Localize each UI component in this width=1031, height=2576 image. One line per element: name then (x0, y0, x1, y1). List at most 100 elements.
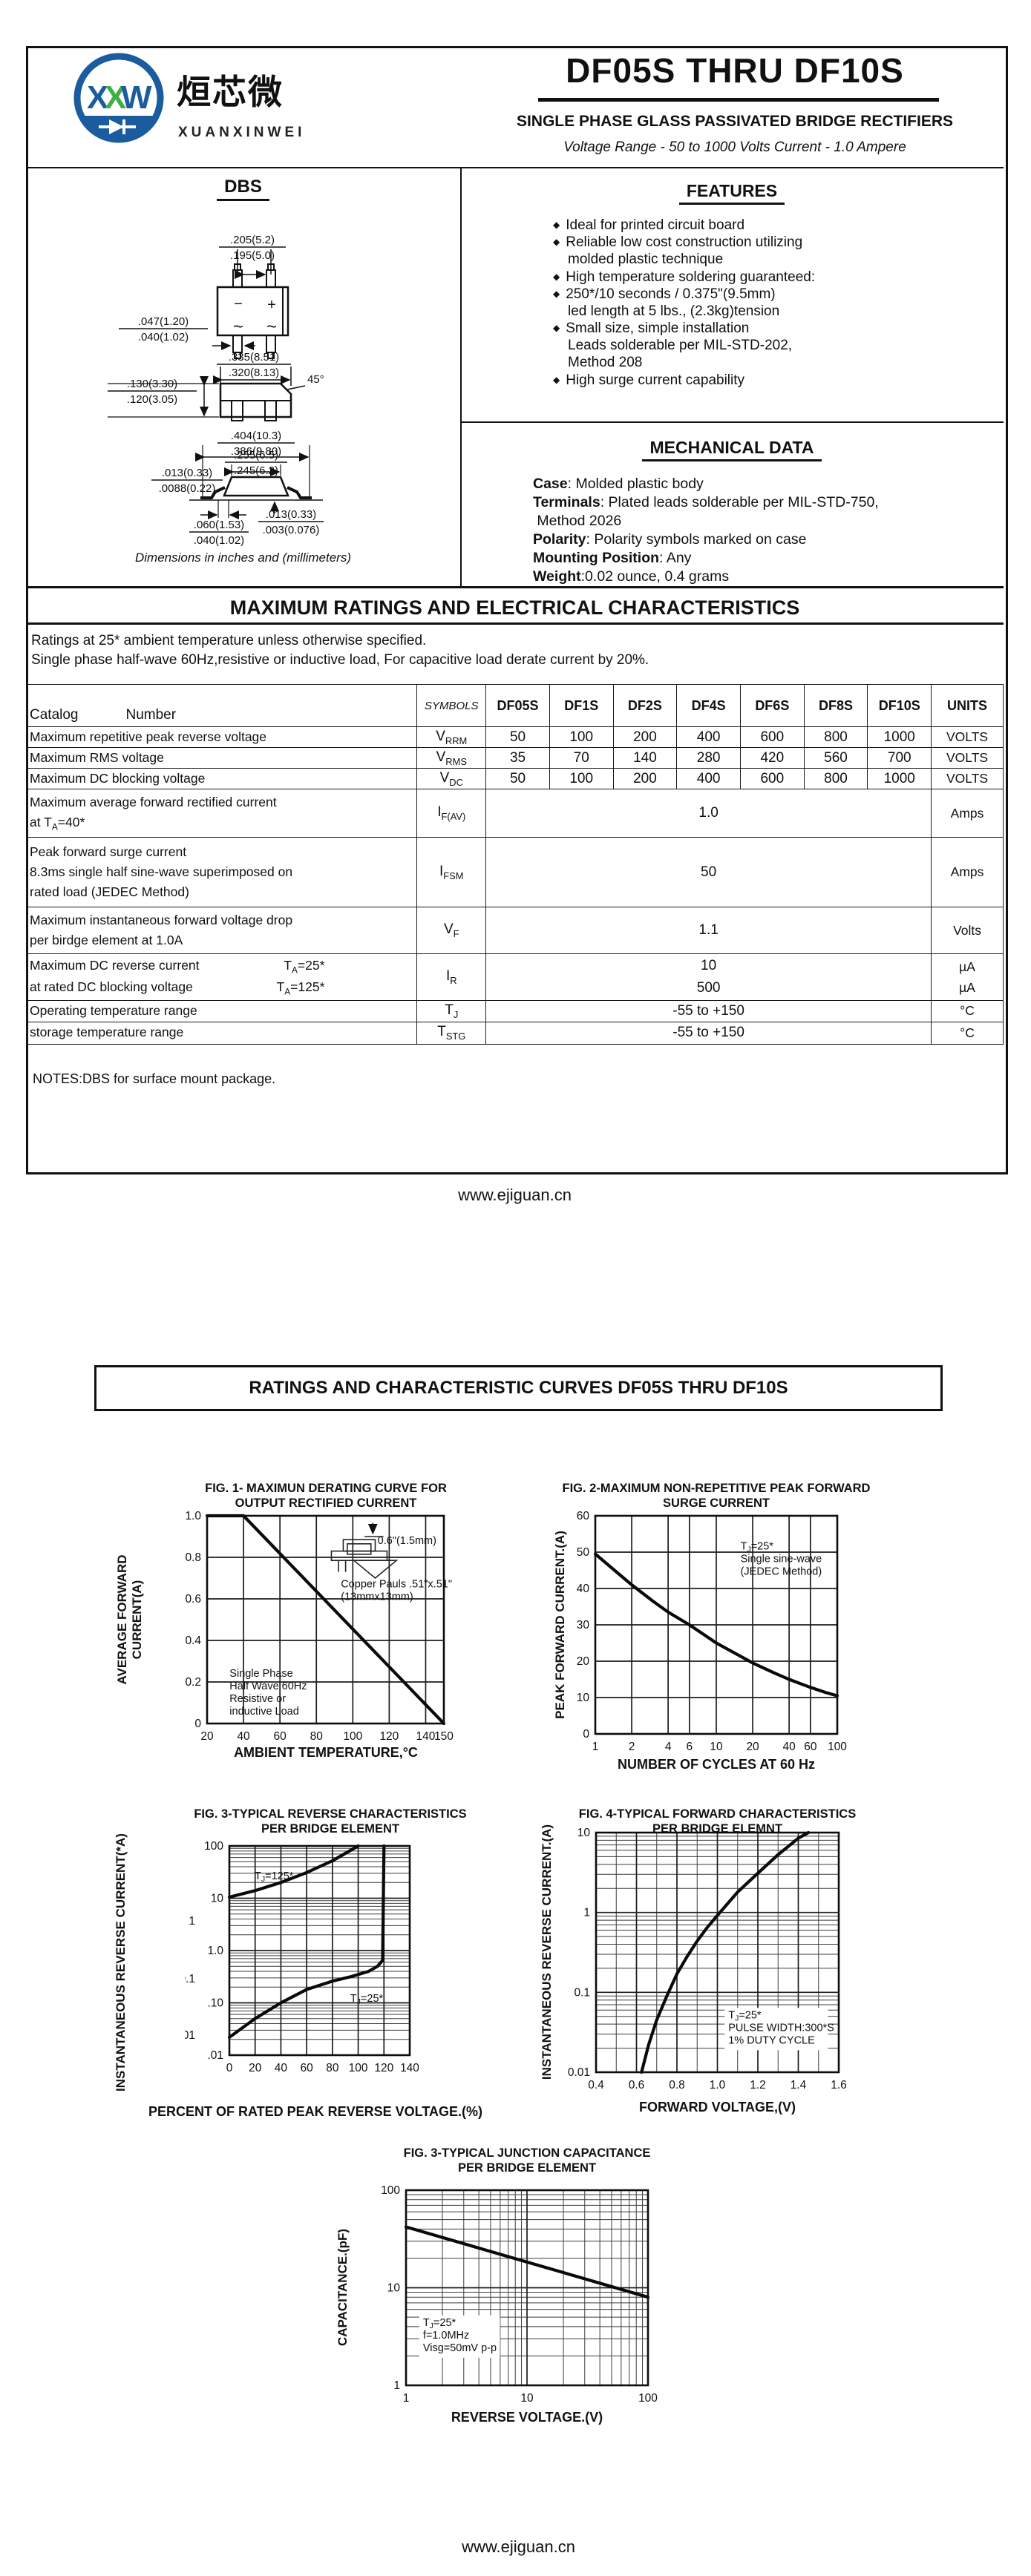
dim-label: .205(5.2) .195(5.0) (219, 234, 286, 262)
dimensions-note: Dimensions in inches and (millimeters) (135, 551, 351, 565)
table-header-row: Catalog Number SYMBOLS DF05S DF1S DF2S DF4S DF6… (25, 684, 1004, 727)
mechanical-value: : Polarity symbols marked on case (586, 530, 807, 548)
fig3-plot: TJ=125* TJ=25* 0 20 40 60 80 100 120 140 100 10 1.0.… (185, 1840, 419, 2074)
y-tick-label: 20 (577, 1655, 590, 1668)
feature-text: Small size, simple installation (566, 321, 750, 337)
svg-text:.120(3.05): .120(3.05) (127, 393, 177, 406)
fig5-ylabel: CAPACITANCE.(pF) (336, 2229, 350, 2347)
mechanical-row: Weight:0.02 ounce, 0.4 grams (533, 568, 993, 586)
y-tick-label: 0.01 (568, 2066, 590, 2079)
feature-text: High temperature soldering guaranteed: (566, 269, 816, 285)
symbol-cell: IR (416, 953, 487, 1002)
value-cell: 100 (549, 768, 614, 790)
part-number-header: DF4S (676, 684, 741, 727)
y-outer-tick-label: 0.1 (185, 1973, 195, 1985)
unit-cell: µA µA (931, 953, 1004, 1002)
value-cell: 420 (739, 747, 805, 769)
symbol-cell: VRMS (416, 747, 487, 769)
mechanical-value: : Plated leads solderable per MIL-STD-75… (537, 493, 879, 529)
features-list: ◆ Ideal for printed circuit board ◆ Reliabl… (553, 217, 991, 389)
page2-title-bar: RATINGS AND CHARACTERISTIC CURVES DF05S … (94, 1365, 943, 1411)
part-number-header: DF2S (612, 684, 678, 727)
symbol-cell: TJ (416, 1000, 487, 1022)
footer-url-page1[interactable]: www.ejiguan.cn (458, 1186, 572, 1204)
value-cell: 400 (676, 768, 741, 790)
x-tick-label: 60 (301, 2062, 314, 2074)
mechanical-key: Terminals (533, 493, 600, 510)
x-tick-label: 4 (665, 1741, 672, 1753)
x-tick-label: 0.4 (588, 2079, 604, 2092)
copper-pad-inset-drawing (330, 1522, 399, 1580)
y-tick-label: 1 (393, 2379, 400, 2392)
svg-text:Single sine-wave: Single sine-wave (741, 1554, 822, 1565)
logo-monogram-x1: X (87, 79, 108, 116)
symbol-cell: IF(AV) (416, 789, 487, 838)
unit-cell: °C (931, 1000, 1004, 1022)
symbol-cell: IFSM (416, 837, 487, 908)
ratings-note1: Ratings at 25* ambient temperature unles… (31, 633, 427, 648)
value-cell: 50 (485, 726, 550, 749)
table-row: Operating temperature range TJ -55 to +150… (25, 1000, 1004, 1022)
x-tick-label: 40 (237, 1730, 250, 1743)
svg-text:f=1.0MHz: f=1.0MHz (423, 2330, 469, 2342)
page2-title: RATINGS AND CHARACTERISTIC CURVES DF05S … (249, 1378, 788, 1398)
package-marking: 45° (307, 373, 324, 386)
y-tick-label: 1.0 (185, 1510, 201, 1522)
table-row: Maximum repetitive peak reverse voltage V… (25, 726, 1004, 749)
svg-text:(13mmx13mm): (13mmx13mm) (341, 1591, 413, 1603)
x-tick-label: 100 (349, 2062, 368, 2074)
brand-name-en: XUANXINWEI (178, 125, 306, 140)
svg-text:.335(8.51): .335(8.51) (229, 351, 279, 364)
mechanical-value: :0.02 ounce, 0.4 grams (580, 568, 730, 585)
logo-monogram-w: W (121, 79, 152, 116)
part-number-header: DF6S (739, 684, 805, 727)
feature-text: Ideal for printed circuit board (566, 217, 745, 233)
series-TJ=125 (227, 1844, 360, 1899)
part-number-header: DF05S (485, 684, 550, 727)
ratings-table-grid: Catalog Number SYMBOLS DF05S DF1S DF2S DF4S DF6… (25, 684, 1004, 1045)
header-divider (26, 167, 1004, 168)
y-tick-label: 1 (583, 1907, 590, 1919)
x-tick-label: 6 (687, 1741, 693, 1753)
page1-border (26, 46, 1008, 1174)
x-tick-label: 80 (326, 2062, 339, 2074)
mechanical-key: Case (533, 476, 568, 492)
x-tick-label: 2 (629, 1741, 635, 1753)
value-cell-span: 1.0 (485, 789, 932, 838)
x-tick-label: 140 (400, 2062, 419, 2074)
diamond-bullet-icon: ◆ (553, 323, 560, 334)
package-marking: − (234, 296, 243, 312)
feature-item: ◆ 250*/10 seconds / 0.375"(9.5mm) led leng… (553, 286, 991, 320)
condition-label: TA=125* (276, 979, 325, 997)
symbol-cell: VDC (416, 768, 487, 790)
series-surge-current (593, 1552, 839, 1698)
footer-url-page2[interactable]: www.ejiguan.cn (462, 2537, 575, 2556)
table-row: Peak forward surge current 8.3ms single h… (25, 837, 1004, 908)
feature-text: Reliable low cost construction utilizing (566, 234, 803, 251)
x-tick-label: 1 (592, 1741, 599, 1753)
dim-label: .047(1.20) .040(1.02) (119, 315, 208, 344)
value-cell: 35 (485, 747, 550, 769)
fig1-title: FIG. 1- MAXIMUN DERATING CURVE FOR OUTPU… (205, 1482, 447, 1510)
chart-annotation: 0.6"(1.5mm) (378, 1535, 436, 1547)
fig2-title: FIG. 2-MAXIMUM NON-REPETITIVE PEAK FORWA… (562, 1482, 871, 1510)
svg-text:TJ=25*: TJ=25* (741, 1541, 774, 1554)
y-tick-label: 0.1 (574, 1986, 590, 1999)
x-tick-label: 100 (638, 2392, 658, 2405)
svg-text:TJ=125*: TJ=125* (255, 1870, 294, 1884)
units-header: UNITS (931, 684, 1004, 727)
x-tick-label: 120 (379, 1730, 399, 1743)
x-tick-label: 60 (274, 1730, 287, 1743)
x-tick-label: 140 (416, 1730, 436, 1743)
condition-label: TA=25* (284, 958, 325, 976)
ratings-section-title: MAXIMUM RATINGS AND ELECTRICAL CHARACTER… (26, 586, 1004, 625)
table-row: Maximum average forward rectified curren… (25, 789, 1004, 838)
x-tick-label: 150 (434, 1730, 454, 1743)
y-tick-label: 10 (211, 1893, 224, 1905)
svg-text:Single Phase: Single Phase (229, 1668, 292, 1680)
svg-text:.0088(0.22): .0088(0.22) (159, 482, 216, 495)
svg-text:.040(1.02): .040(1.02) (138, 331, 189, 344)
doc-subtitle: SINGLE PHASE GLASS PASSIVATED BRIDGE REC… (516, 113, 954, 130)
x-tick-label: 10 (710, 1741, 723, 1753)
